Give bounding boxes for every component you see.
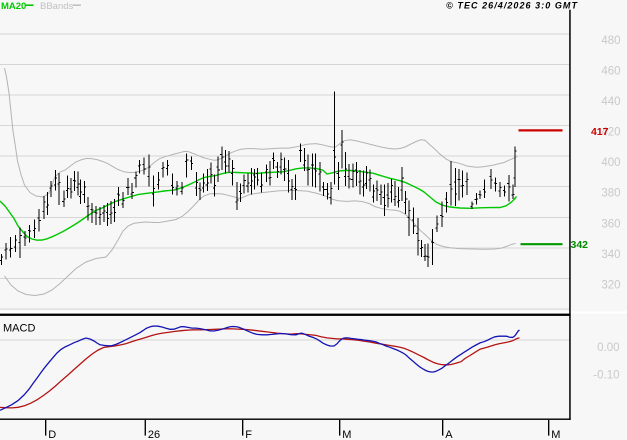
svg-text:26: 26 <box>148 429 160 440</box>
svg-text:320: 320 <box>601 279 620 291</box>
svg-text:380: 380 <box>601 188 620 200</box>
svg-text:480: 480 <box>601 35 620 47</box>
svg-text:420: 420 <box>601 127 620 139</box>
svg-text:342: 342 <box>571 239 589 251</box>
svg-text:360: 360 <box>601 218 620 230</box>
svg-text:0.00: 0.00 <box>597 342 619 354</box>
svg-text:A: A <box>445 429 453 440</box>
svg-text:BBands: BBands <box>40 1 74 12</box>
svg-text:460: 460 <box>601 66 620 78</box>
svg-text:M: M <box>551 429 560 440</box>
svg-text:417: 417 <box>591 126 609 138</box>
svg-text:F: F <box>245 429 252 440</box>
svg-text:D: D <box>48 429 56 440</box>
svg-text:MACD: MACD <box>3 323 35 335</box>
svg-text:MA20: MA20 <box>1 1 26 12</box>
svg-text:340: 340 <box>601 249 620 261</box>
svg-text:© TEC 26/4/2026 3:0 GMT: © TEC 26/4/2026 3:0 GMT <box>446 1 578 11</box>
svg-text:400: 400 <box>601 157 620 169</box>
svg-text:M: M <box>342 429 351 440</box>
svg-text:440: 440 <box>601 96 620 108</box>
svg-text:-0.10: -0.10 <box>593 369 619 381</box>
